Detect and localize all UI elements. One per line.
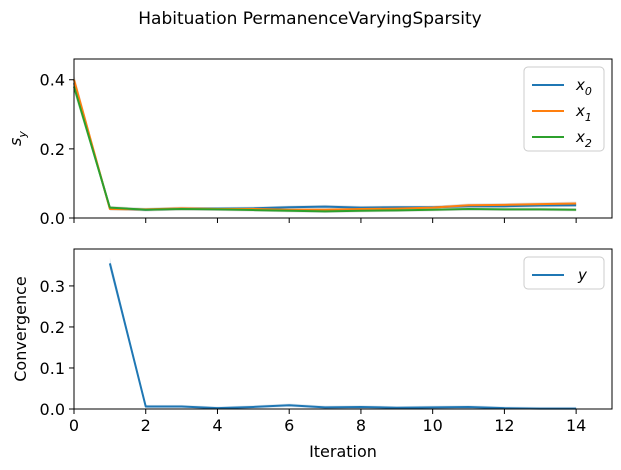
data-point [396, 208, 398, 210]
y-tick-label: 0.4 [40, 71, 65, 90]
legend: y [523, 256, 605, 290]
axes-frame [73, 248, 613, 410]
data-point [575, 202, 577, 204]
data-point [468, 406, 470, 408]
data-point [432, 406, 434, 408]
bottom-panel: 0 2 4 6 8 10 12 14 0.0 0.1 0.2 0.3 Convergence Iterat… [11, 248, 613, 461]
data-point [360, 208, 362, 210]
x-tick-label: 2 [141, 416, 151, 435]
x-tick-label: 6 [284, 416, 294, 435]
data-point [288, 404, 290, 406]
y-axis-label: sy [6, 131, 29, 146]
x-axis-label: Iteration [309, 442, 377, 461]
data-point [324, 209, 326, 211]
plot-area [74, 59, 612, 218]
data-point [503, 208, 505, 210]
legend-label: y [577, 266, 588, 284]
series-line [73, 86, 577, 213]
y-tick-label: 0.0 [40, 400, 65, 419]
legend-box [523, 66, 605, 152]
series-line [108, 263, 577, 410]
data-point [252, 209, 254, 211]
data-point [216, 208, 218, 210]
data-point [468, 204, 470, 206]
y-tick-label: 0.1 [40, 359, 65, 378]
x-tick-label: 12 [494, 416, 514, 435]
x-tick-label: 4 [212, 416, 222, 435]
data-point [396, 407, 398, 409]
data-point [575, 204, 577, 206]
y-tick-label: 0.0 [40, 209, 65, 228]
data-point [109, 207, 111, 209]
y-axis-label: Convergence [11, 276, 30, 382]
data-point [324, 210, 326, 212]
y-tick-label: 0.2 [40, 140, 65, 159]
data-point [109, 262, 111, 264]
axes-frame [73, 58, 613, 219]
data-point [360, 210, 362, 212]
data-point [360, 406, 362, 408]
legend-label: x1 [575, 102, 592, 124]
legend: x0 x1 x2 [523, 66, 605, 152]
y-tick-label: 0.3 [40, 277, 65, 296]
x-tick-label: 0 [69, 416, 79, 435]
data-point [288, 210, 290, 212]
y-tick-label: 0.2 [40, 318, 65, 337]
figure-title: Habituation PermanenceVaryingSparsity [138, 9, 482, 29]
data-point [468, 208, 470, 210]
legend-label: x0 [575, 76, 592, 98]
data-point [396, 209, 398, 211]
data-point [252, 406, 254, 408]
data-point [324, 406, 326, 408]
x-tick-label: 14 [566, 416, 586, 435]
data-point [432, 209, 434, 211]
plot-area [74, 249, 612, 409]
data-point [288, 206, 290, 208]
data-point [432, 207, 434, 209]
data-point [324, 206, 326, 208]
data-point [145, 209, 147, 211]
x-tick-label: 8 [356, 416, 366, 435]
data-point [539, 203, 541, 205]
top-panel: 0.0 0.2 0.4 sy x0 x1 x2 [6, 58, 613, 228]
x-tick-label: 10 [422, 416, 442, 435]
data-point [575, 209, 577, 211]
legend-label: x2 [575, 128, 592, 150]
data-point [181, 406, 183, 408]
legend-box [523, 256, 605, 290]
data-point [539, 208, 541, 210]
data-point [181, 208, 183, 210]
data-point [145, 406, 147, 408]
data-point [503, 204, 505, 206]
